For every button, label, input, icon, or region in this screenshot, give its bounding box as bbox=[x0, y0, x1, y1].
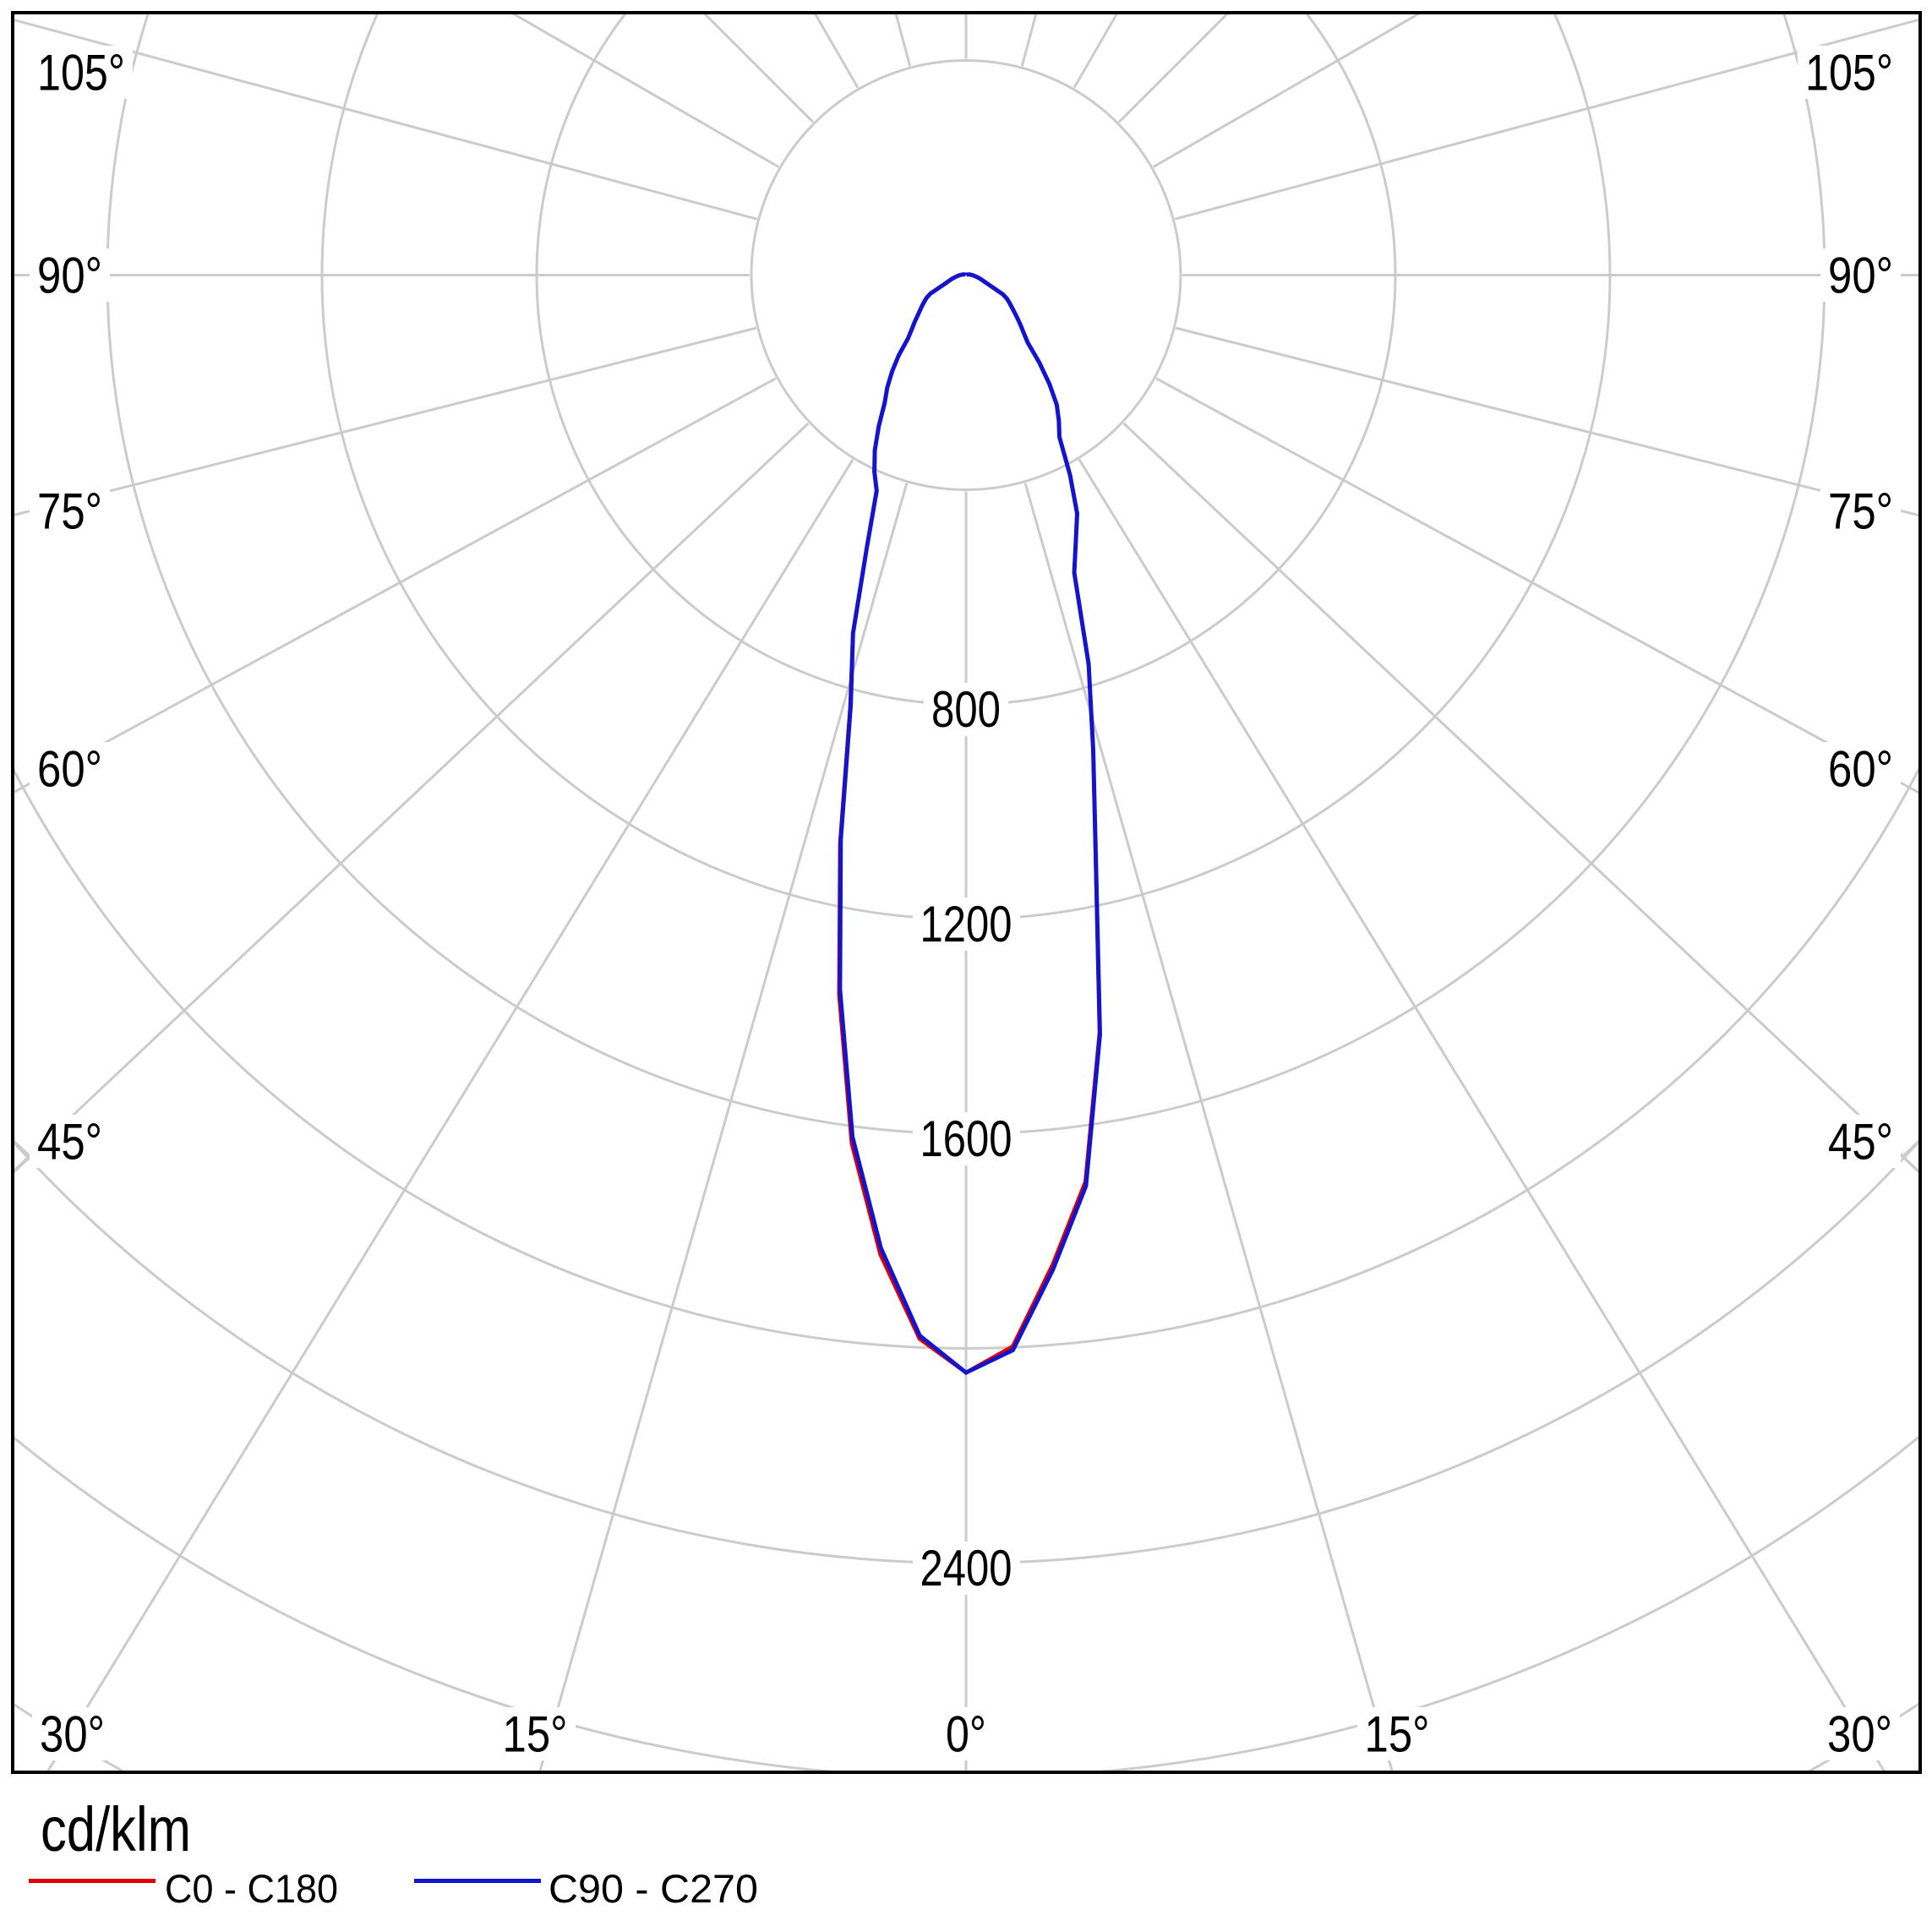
svg-text:90°: 90° bbox=[37, 248, 102, 304]
svg-text:60°: 60° bbox=[1828, 741, 1893, 798]
svg-text:15°: 15° bbox=[1365, 1706, 1430, 1763]
svg-text:C0 - C180: C0 - C180 bbox=[165, 1866, 338, 1911]
svg-text:30°: 30° bbox=[1827, 1706, 1892, 1763]
svg-text:90°: 90° bbox=[1828, 248, 1893, 304]
svg-text:2400: 2400 bbox=[920, 1540, 1012, 1596]
svg-text:75°: 75° bbox=[37, 483, 102, 540]
svg-text:30°: 30° bbox=[40, 1706, 105, 1763]
svg-text:C90 - C270: C90 - C270 bbox=[548, 1866, 758, 1911]
svg-text:45°: 45° bbox=[1828, 1114, 1893, 1171]
svg-text:105°: 105° bbox=[37, 45, 125, 101]
svg-text:15°: 15° bbox=[503, 1706, 568, 1763]
svg-text:800: 800 bbox=[931, 681, 1001, 738]
svg-text:60°: 60° bbox=[37, 741, 102, 798]
svg-text:105°: 105° bbox=[1805, 45, 1893, 101]
svg-text:cd/klm: cd/klm bbox=[41, 1794, 191, 1864]
svg-text:45°: 45° bbox=[37, 1114, 102, 1171]
svg-text:75°: 75° bbox=[1828, 483, 1893, 540]
svg-text:1600: 1600 bbox=[920, 1111, 1012, 1167]
svg-text:1200: 1200 bbox=[920, 896, 1012, 952]
svg-text:0°: 0° bbox=[946, 1706, 986, 1763]
